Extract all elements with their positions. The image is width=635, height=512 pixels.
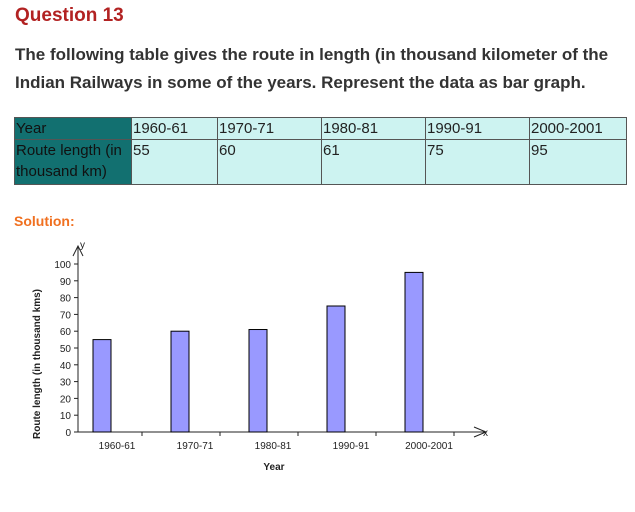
table-header-length: Route length (in thousand km) [14,139,132,185]
question-text: The following table gives the route in l… [15,45,609,92]
x-tick-label: 1990-91 [333,441,370,452]
y-ticks: 0 10 20 30 40 50 60 70 80 90 100 [54,260,78,439]
bar [248,329,268,433]
bar [170,330,190,433]
solution-label: Solution: [14,213,75,229]
y-tick-label: 90 [60,277,72,288]
table-cell-year: 2000-2001 [529,117,627,140]
y-tick-label: 100 [54,260,71,271]
x-tick-label: 1970-71 [177,441,214,452]
y-tick-label: 50 [60,344,72,355]
bar-chart: y x 0 10 20 30 40 50 60 70 80 90 100 1960-61 1970-7… [32,240,488,473]
x-axis-label: Year [263,462,284,473]
table-row-year: Year 1960-61 1970-71 1980-81 1990-91 200… [14,117,627,140]
y-axis-label: Route length (in thousand kms) [32,289,43,439]
y-tick-label: 30 [60,378,72,389]
table-cell-length: 61 [321,139,426,185]
y-tick-label: 60 [60,327,72,338]
table-cell-length: 95 [529,139,627,185]
y-tick-label: 0 [65,428,71,439]
x-ticks: 1960-61 1970-71 1980-81 1990-91 2000-2001 [99,432,455,452]
bars [92,271,424,433]
x-axis-letter: x [483,428,488,439]
x-axis-arrow-icon [473,426,488,438]
table-cell-length: 55 [131,139,218,185]
y-tick-label: 10 [60,411,72,422]
table-cell-year: 1960-61 [131,117,218,140]
table-cell-year: 1990-91 [425,117,530,140]
x-tick-label: 2000-2001 [405,441,453,452]
table-header-year: Year [14,117,132,140]
y-tick-label: 80 [60,294,72,305]
x-tick-label: 1980-81 [255,441,292,452]
x-tick-label: 1960-61 [99,441,136,452]
bar [404,271,424,433]
data-table: Year 1960-61 1970-71 1980-81 1990-91 200… [14,117,627,185]
y-tick-label: 40 [60,361,72,372]
table-cell-length: 60 [217,139,322,185]
table-cell-length: 75 [425,139,530,185]
bar [92,339,112,433]
question-heading: Question 13 [15,5,124,26]
y-tick-label: 70 [60,310,72,321]
y-tick-label: 20 [60,394,72,405]
table-cell-year: 1980-81 [321,117,426,140]
bar [326,305,346,433]
table-cell-year: 1970-71 [217,117,322,140]
table-row-length: Route length (in thousand km) 55 60 61 7… [14,139,627,185]
y-axis-arrow-icon [72,244,84,257]
y-axis-letter: y [80,240,85,251]
